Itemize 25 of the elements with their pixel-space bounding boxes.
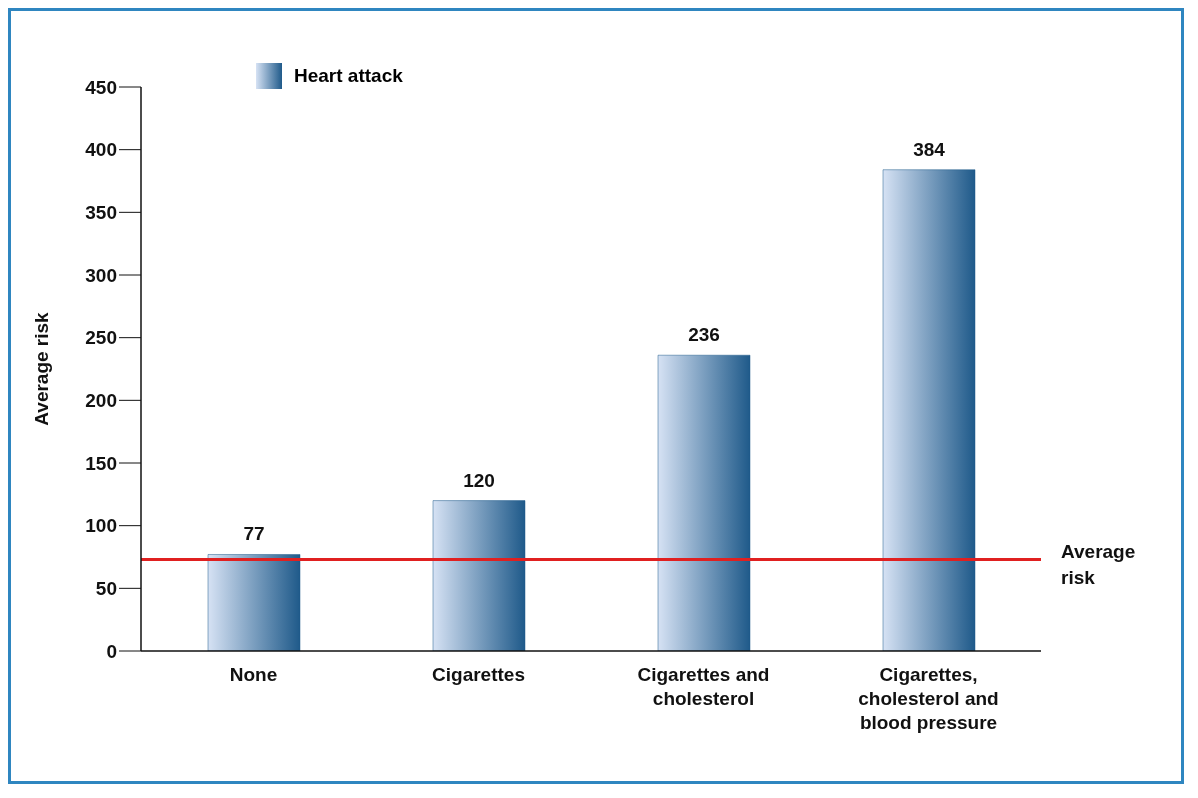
y-tick-label: 200	[85, 390, 117, 412]
y-tick-label: 100	[85, 515, 117, 537]
y-tick-label: 250	[85, 327, 117, 349]
data-label: 77	[243, 523, 265, 545]
bar	[657, 354, 751, 651]
x-tick-label: None	[229, 664, 278, 685]
x-tick-label: Cigarettes, cholesterol and blood pressure	[858, 664, 999, 733]
bar	[207, 554, 301, 651]
y-tick-label: 300	[85, 264, 117, 286]
bar	[432, 500, 526, 651]
bar	[882, 169, 976, 651]
x-tick-label: Cigarettes	[432, 664, 525, 685]
x-tick-label: Cigarettes and cholesterol	[637, 664, 770, 709]
data-label: 384	[913, 138, 946, 160]
y-tick-label: 150	[85, 452, 117, 474]
y-tick-label: 0	[106, 640, 117, 662]
data-label: 120	[463, 469, 495, 491]
legend-label: Heart attack	[294, 65, 403, 87]
ref-line-label: Average risk	[1061, 540, 1136, 588]
y-tick-label: 450	[85, 76, 117, 98]
y-axis-title: Average risk	[30, 311, 52, 426]
y-tick-label: 350	[85, 202, 117, 224]
y-tick-label: 50	[95, 578, 117, 600]
data-label: 236	[688, 324, 720, 346]
y-tick-label: 400	[85, 139, 117, 161]
